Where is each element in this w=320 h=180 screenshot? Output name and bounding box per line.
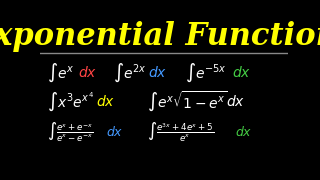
Text: $\int e^{-5x}$: $\int e^{-5x}$ <box>185 62 227 84</box>
Text: $\int \frac{e^x+e^{-x}}{e^x-e^{-x}}$: $\int \frac{e^x+e^{-x}}{e^x-e^{-x}}$ <box>47 121 94 144</box>
Text: $dx$: $dx$ <box>232 65 251 80</box>
Text: Exponential Functions: Exponential Functions <box>0 21 320 52</box>
Text: $\int x^3 e^{x^4}$: $\int x^3 e^{x^4}$ <box>47 91 94 113</box>
Text: $dx$: $dx$ <box>78 65 98 80</box>
Text: $\int \frac{e^{3x}+4e^x+5}{e^x}$: $\int \frac{e^{3x}+4e^x+5}{e^x}$ <box>147 121 214 144</box>
Text: $dx$: $dx$ <box>106 125 123 140</box>
Text: $dx$: $dx$ <box>235 125 252 140</box>
Text: $dx$: $dx$ <box>148 65 167 80</box>
Text: $\int e^x \sqrt{1-e^x}$: $\int e^x \sqrt{1-e^x}$ <box>147 90 227 114</box>
Text: $dx$: $dx$ <box>96 94 115 109</box>
Text: $dx$: $dx$ <box>226 94 245 109</box>
Text: $\int e^x$: $\int e^x$ <box>47 62 75 84</box>
Text: $\int e^{2x}$: $\int e^{2x}$ <box>113 62 147 84</box>
